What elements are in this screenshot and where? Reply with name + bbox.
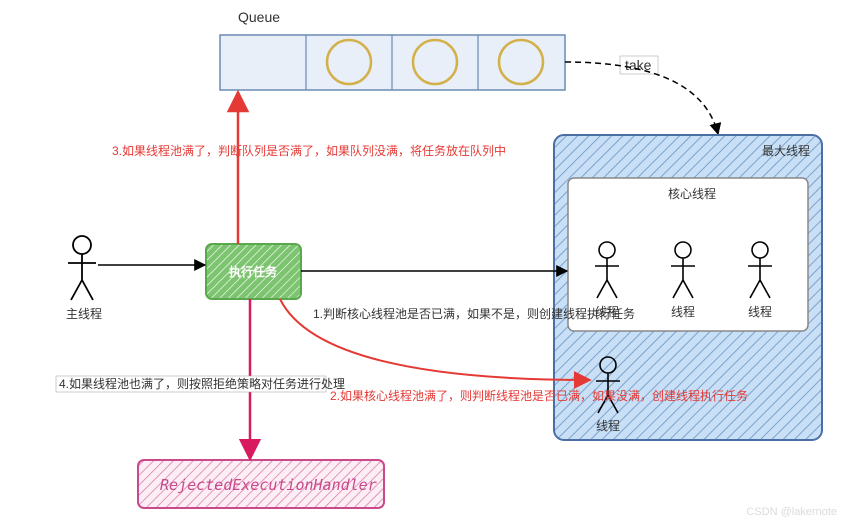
- core-stick-2-label: 线程: [671, 304, 695, 319]
- take-label: take: [625, 57, 652, 73]
- core-thread-label: 核心线程: [668, 186, 716, 201]
- max-thread-label: 最大线程: [762, 143, 810, 158]
- main-thread-stick: [68, 236, 96, 300]
- step4-text: 4.如果线程池也满了，则按照拒绝策略对任务进行处理: [59, 376, 345, 391]
- extra-thread-label: 线程: [596, 418, 620, 433]
- watermark: CSDN @lakernote: [746, 506, 837, 518]
- exec-task-label: 执行任务: [229, 264, 278, 279]
- diagram-canvas: Queue take 最大线程 核心线程 主线程 线程 线程: [0, 0, 845, 522]
- handler-label: RejectedExecutionHandler: [160, 476, 377, 494]
- core-stick-3-label: 线程: [748, 304, 772, 319]
- step2-text: 2.如果核心线程池满了，则判断线程池是否已满，如果没满，创建线程执行任务: [330, 388, 748, 403]
- main-thread-label: 主线程: [66, 306, 102, 321]
- queue: Queue: [220, 9, 565, 90]
- step3-text: 3.如果线程池满了，判断队列是否满了，如果队列没满，将任务放在队列中: [112, 143, 506, 158]
- step1-text: 1.判断核心线程池是否已满，如果不是，则创建线程执行任务: [313, 306, 635, 321]
- queue-title: Queue: [238, 9, 280, 25]
